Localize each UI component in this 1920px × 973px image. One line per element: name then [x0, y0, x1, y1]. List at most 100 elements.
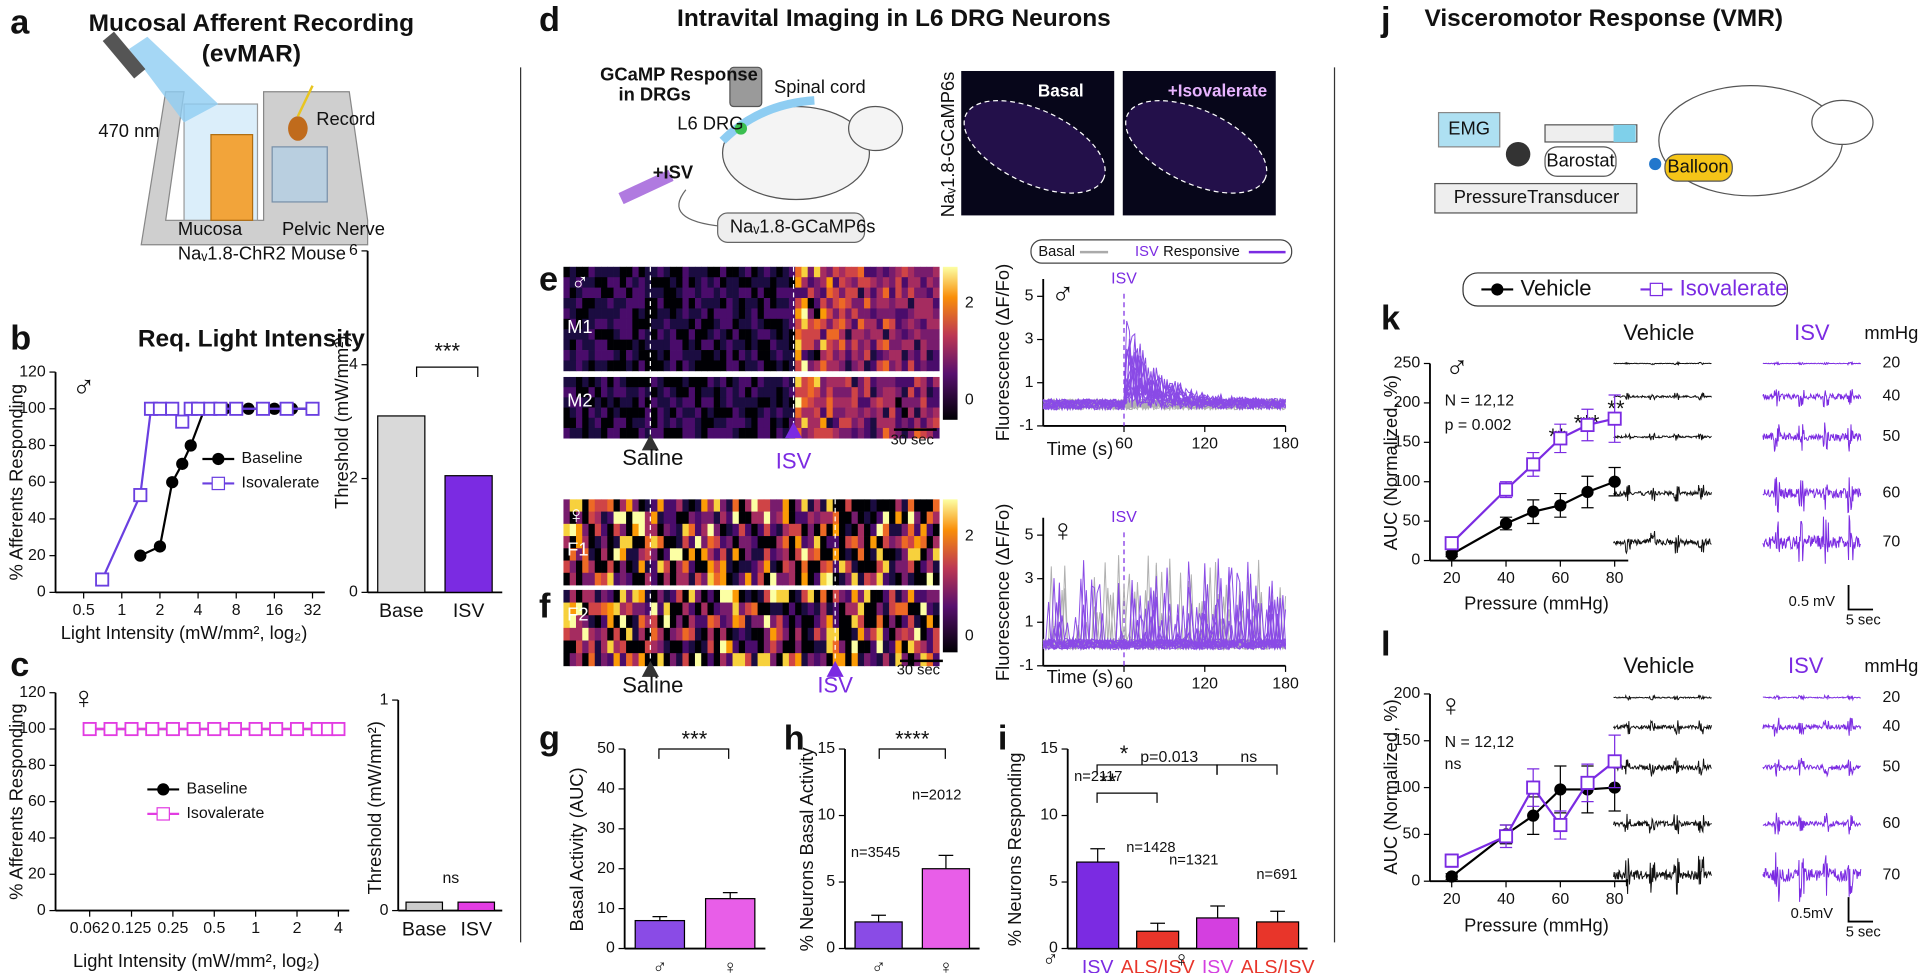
heatmap-cell: [864, 376, 871, 388]
heatmap-cell: [907, 339, 915, 351]
heatmap-cell: [594, 627, 602, 641]
heatmap-cell: [801, 387, 809, 398]
heatmap-cell: [832, 397, 840, 408]
heatmap-cell: [857, 387, 865, 398]
bracket: [878, 748, 946, 759]
heatmap-cell: [851, 560, 859, 574]
label: Naᵥ1.8-ChR2 Mouse: [178, 242, 346, 263]
heatmap-cell: [901, 499, 909, 512]
heatmap-cell: [651, 511, 658, 525]
heatmap-cell: [738, 511, 746, 525]
heatmap-cell: [838, 350, 846, 361]
scale-label: 5 sec: [1846, 924, 1881, 940]
heatmap-cell: [807, 499, 815, 512]
heatmap-cell: [813, 523, 821, 537]
heatmap-cell: [582, 360, 589, 372]
legend-label: Isovalerate: [186, 805, 264, 822]
x-tick-label: 1: [251, 920, 260, 937]
heatmap-cell: [757, 560, 765, 574]
heatmap-cell: [782, 318, 790, 330]
heatmap-cell: [832, 548, 840, 561]
heatmap-cell: [901, 387, 909, 398]
heatmap-cell: [914, 376, 921, 388]
heatmap-cell: [907, 407, 915, 419]
heatmap-cell: [720, 653, 727, 667]
heatmap-cell: [582, 308, 589, 320]
heatmap-cell: [657, 308, 665, 320]
heatmap-cell: [575, 627, 583, 641]
heatmap-cell: [619, 277, 627, 288]
heatmap-cell: [738, 427, 746, 439]
heatmap-cell: [932, 417, 940, 429]
heatmap-cell: [801, 350, 809, 361]
n-label: n=2117: [1074, 769, 1122, 785]
heatmap-cell: [732, 407, 740, 419]
heatmap-cell: [876, 417, 884, 429]
heatmap-cell: [782, 339, 790, 351]
pressure-label: 70: [1883, 866, 1901, 883]
x-tick-label: 0.125: [112, 920, 152, 937]
heatmap-cell: [563, 287, 571, 299]
heatmap-cell: [907, 572, 915, 586]
heatmap-cell: [669, 427, 677, 439]
heatmap-cell: [870, 360, 877, 372]
title: Intravital Imaging in L6 DRG Neurons: [677, 5, 1111, 32]
heatmap-cell: [713, 615, 721, 629]
heatmap-cell: [870, 387, 877, 398]
heatmap-cell: [838, 511, 846, 525]
heatmap-cell: [582, 548, 589, 561]
heatmap-cell: [907, 329, 915, 340]
heatmap-cell: [757, 387, 765, 398]
heatmap-cell: [851, 499, 859, 512]
heatmap-cell: [569, 287, 577, 299]
heatmap-cell: [751, 397, 758, 408]
heatmap-cell: [651, 427, 658, 439]
heatmap-cell: [788, 329, 796, 340]
heatmap-cell: [914, 560, 921, 574]
heatmap-cell: [788, 407, 796, 419]
heatmap-cell: [688, 397, 696, 408]
heatmap-cell: [845, 277, 852, 288]
heatmap-cell: [575, 318, 583, 330]
heatmap-cell: [688, 339, 696, 351]
heatmap-cell: [851, 511, 859, 525]
heatmap-cell: [657, 615, 665, 629]
heatmap-cell: [857, 523, 865, 537]
heatmap-cell: [857, 615, 865, 629]
heatmap-cell: [826, 523, 834, 537]
heatmap-cell: [594, 560, 602, 574]
heatmap-cell: [763, 329, 771, 340]
heatmap-cell: [926, 523, 934, 537]
heatmap-cell: [801, 499, 809, 512]
heatmap-cell: [889, 277, 896, 288]
heatmap-cell: [563, 572, 571, 586]
heatmap-cell: [619, 407, 627, 419]
heatmap-cell: [889, 548, 896, 561]
heatmap-cell: [876, 653, 884, 667]
heatmap-cell: [632, 417, 639, 429]
heatmap-cell: [676, 589, 683, 603]
heatmap-cell: [651, 653, 658, 667]
heatmap-cell: [694, 350, 702, 361]
heatmap-cell: [732, 417, 740, 429]
heatmap-cell: [907, 560, 915, 574]
heatmap-cell: [920, 308, 928, 320]
heatmap-cell: [782, 360, 790, 372]
heatmap-cell: [876, 536, 884, 549]
heatmap-cell: [795, 376, 802, 388]
heatmap-cell: [926, 640, 934, 654]
heatmap-cell: [757, 548, 765, 561]
heatmap-cell: [607, 287, 614, 299]
heatmap-cell: [726, 427, 733, 439]
heatmap-cell: [694, 277, 702, 288]
heatmap-cell: [745, 376, 752, 388]
heatmap-cell: [870, 536, 877, 549]
heatmap-cell: [807, 318, 815, 330]
pressure-label: 60: [1883, 484, 1901, 501]
heatmap-cell: [638, 427, 646, 439]
heatmap-cell: [932, 397, 940, 408]
heatmap-cell: [932, 329, 940, 340]
heatmap-cell: [626, 427, 633, 439]
heatmap-cell: [676, 523, 683, 537]
legend-label: Isovalerate: [242, 475, 320, 492]
